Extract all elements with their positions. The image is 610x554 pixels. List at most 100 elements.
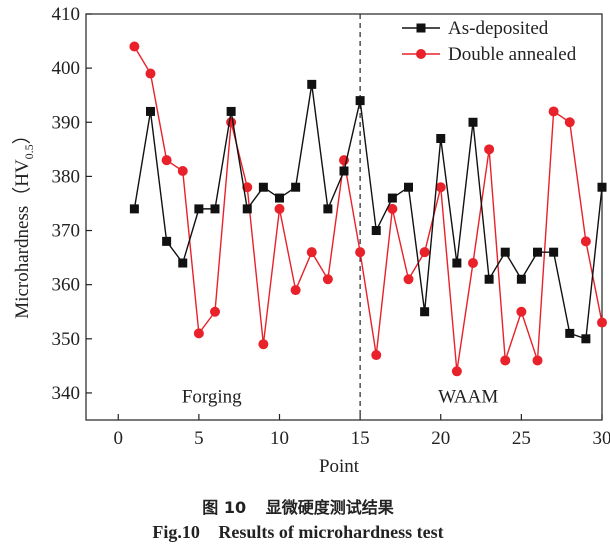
data-point [178, 258, 188, 268]
data-point [516, 306, 527, 317]
data-point [549, 247, 559, 257]
data-point [548, 106, 559, 117]
caption-en-fig: Fig.10 [152, 522, 200, 542]
caption-cn-fig: 图 10 [202, 498, 247, 517]
region-label: WAAM [438, 387, 498, 408]
x-tick-label: 10 [270, 428, 289, 449]
data-point [322, 274, 333, 285]
data-point [274, 203, 285, 214]
data-point [355, 247, 366, 258]
y-axis-title: Microhardness（HV0.5） [11, 125, 36, 318]
data-point [435, 182, 446, 193]
data-point [323, 204, 333, 214]
data-point [420, 307, 430, 317]
data-point [226, 117, 237, 128]
data-point [193, 328, 204, 339]
series-as-deposited [129, 79, 607, 344]
data-point [500, 247, 510, 257]
legend-label: Double annealed [448, 44, 577, 65]
x-axis: 0 5 10 15 20 25 30 [114, 414, 610, 449]
y-axis-title-close: ） [11, 125, 33, 144]
series-layer [129, 41, 607, 377]
x-axis-title: Point [319, 456, 360, 477]
data-point [371, 350, 382, 361]
y-tick-label: 400 [52, 58, 81, 79]
data-point [306, 247, 317, 258]
data-point [161, 155, 172, 166]
y-axis-title-sub: 0.5 [22, 144, 36, 159]
data-point [581, 334, 591, 344]
legend-item: Double annealed [402, 44, 577, 65]
data-point [242, 204, 252, 214]
data-point [484, 144, 495, 155]
y-tick-label: 340 [52, 383, 81, 404]
data-point [597, 182, 607, 192]
legend-marker [416, 49, 426, 59]
data-point [597, 317, 607, 328]
data-point [290, 285, 301, 296]
caption-cn-text: 显微硬度测试结果 [265, 498, 394, 517]
caption-english: Fig.10 Results of microhardness test [0, 522, 610, 543]
data-point [258, 182, 268, 192]
x-tick-label: 0 [114, 428, 124, 449]
region-label: Forging [182, 387, 242, 408]
x-tick-label: 15 [351, 428, 370, 449]
data-point [177, 165, 188, 176]
data-point [387, 193, 397, 203]
legend-marker [416, 23, 426, 33]
data-point [452, 258, 462, 268]
data-point [210, 306, 220, 317]
data-point [404, 182, 413, 192]
region-labels: Forging WAAM [182, 387, 498, 408]
data-point [210, 204, 220, 214]
data-point [145, 68, 156, 79]
data-point [468, 117, 478, 127]
y-axis: 340 350 360 370 380 390 400 410 [52, 4, 92, 404]
y-tick-label: 370 [52, 221, 81, 242]
data-point [275, 193, 284, 203]
legend: As-deposited Double annealed [402, 18, 577, 65]
data-point [226, 106, 236, 116]
data-point [291, 182, 301, 192]
y-tick-label: 380 [52, 166, 81, 187]
microhardness-chart: 340 350 360 370 380 390 400 410 0 5 10 15 20 25 30 Fo… [11, 4, 610, 477]
caption-chinese: 图 10 显微硬度测试结果 [0, 494, 610, 518]
data-point [468, 258, 478, 269]
data-point [258, 339, 269, 350]
legend-label: As-deposited [448, 18, 549, 39]
data-point [565, 328, 575, 338]
y-axis-title-main: Microhardness（HV [11, 159, 33, 319]
axes-frame [85, 13, 603, 421]
data-point [162, 236, 172, 246]
data-point [451, 366, 462, 377]
data-point [403, 274, 414, 285]
data-point [516, 274, 526, 284]
x-tick-label: 20 [431, 428, 450, 449]
data-point [532, 355, 543, 366]
y-tick-label: 350 [52, 329, 81, 350]
data-point [533, 247, 542, 257]
caption-en-text: Results of microhardness test [218, 522, 444, 542]
data-point [371, 226, 381, 236]
data-point [355, 96, 365, 106]
y-tick-label: 360 [52, 275, 81, 296]
x-tick-label: 5 [194, 428, 204, 449]
data-point [564, 117, 575, 128]
data-point [129, 41, 140, 52]
data-point [484, 274, 494, 284]
data-point [307, 79, 317, 89]
data-point [339, 166, 349, 176]
data-point [129, 204, 139, 214]
plot-frame [85, 13, 603, 421]
data-point [419, 247, 430, 258]
x-tick-label: 25 [512, 428, 531, 449]
data-point [146, 106, 155, 116]
x-tick-label: 30 [593, 428, 610, 449]
y-tick-label: 410 [52, 4, 81, 25]
series-double-annealed [129, 41, 607, 377]
data-point [436, 134, 446, 144]
legend-item: As-deposited [402, 18, 549, 39]
data-point [500, 355, 511, 366]
data-point [387, 203, 398, 214]
data-point [194, 204, 204, 214]
